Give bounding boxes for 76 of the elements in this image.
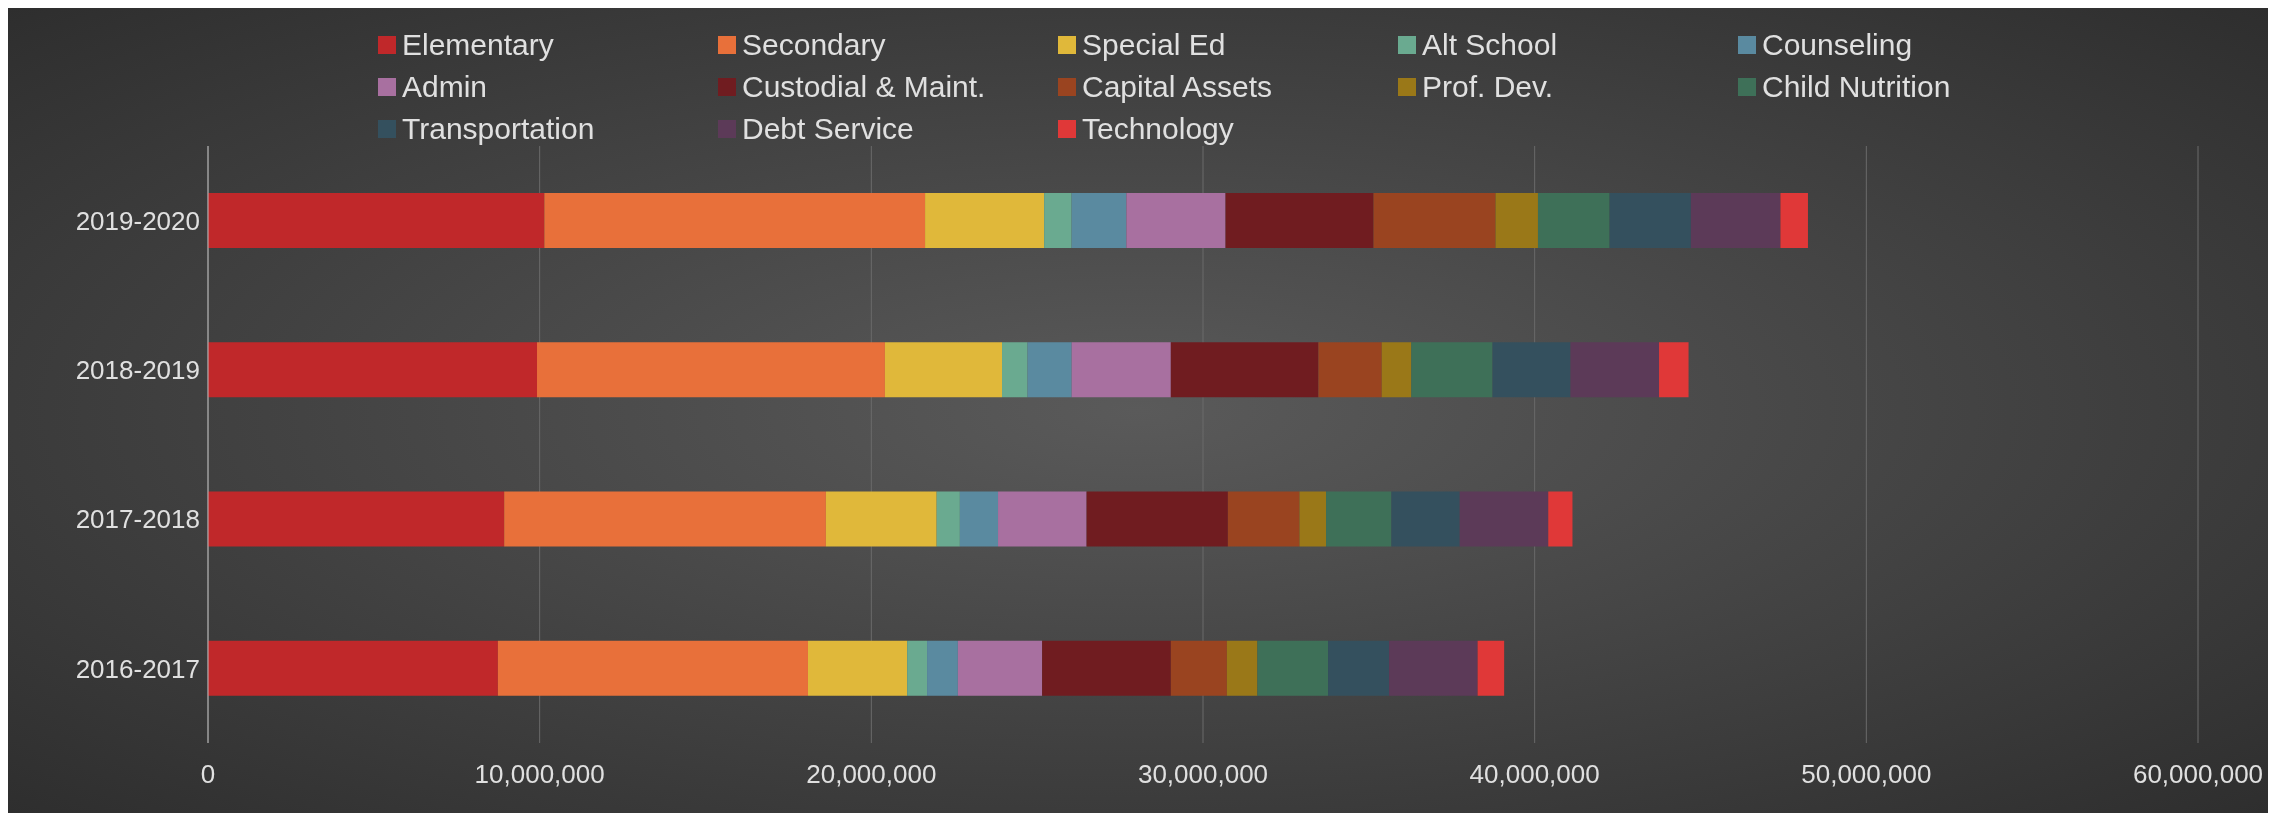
legend-label: Prof. Dev.: [1422, 70, 1554, 104]
legend-label: Capital Assets: [1082, 70, 1273, 104]
bar: [1299, 491, 1327, 547]
bar: [957, 640, 1043, 696]
bar: [208, 640, 498, 696]
bar: [907, 640, 928, 696]
bar: [1086, 491, 1228, 547]
bar: [1411, 342, 1493, 398]
x-tick-label: 20,000,000: [806, 759, 937, 790]
bar: [208, 491, 505, 547]
bar: [1373, 193, 1496, 248]
bar: [537, 342, 885, 398]
bar: [504, 491, 826, 547]
bar: [1044, 193, 1072, 248]
bar: [925, 193, 1045, 248]
bar: [1318, 342, 1382, 398]
bar: [936, 491, 960, 547]
bar: [1126, 193, 1226, 248]
bar: [1548, 491, 1573, 547]
legend-label: Technology: [1082, 112, 1234, 146]
bar: [1659, 342, 1689, 398]
bar: [1609, 193, 1691, 248]
y-tick-label: 2018-2019: [75, 355, 200, 386]
bar: [927, 640, 958, 696]
x-tick-label: 0: [200, 759, 216, 790]
bar: [825, 491, 937, 547]
legend-label: Admin: [402, 70, 488, 104]
bar: [1326, 491, 1392, 547]
bar: [1170, 640, 1227, 696]
bar: [1257, 640, 1329, 696]
legend-label: Transportation: [402, 112, 595, 146]
bar: [497, 640, 808, 696]
x-tick-label: 30,000,000: [1137, 759, 1269, 790]
bar: [1227, 491, 1300, 547]
bar: [1071, 342, 1171, 398]
legend-label: Secondary: [742, 28, 886, 62]
bar: [1071, 193, 1127, 248]
y-tick-label: 2017-2018: [75, 504, 200, 535]
bar: [959, 491, 999, 547]
legend-label: Child Nutrition: [1762, 70, 1951, 104]
bar: [1391, 491, 1460, 547]
bar: [1537, 193, 1610, 248]
bar: [884, 342, 1003, 398]
bar: [1389, 640, 1478, 696]
bar: [1495, 193, 1538, 248]
bar: [1492, 342, 1571, 398]
legend-label: Special Ed: [1082, 28, 1226, 62]
bar: [1780, 193, 1808, 248]
bar: [1690, 193, 1781, 248]
bar: [208, 193, 545, 248]
bar: [1002, 342, 1028, 398]
bar: [1226, 640, 1258, 696]
bar: [1459, 491, 1549, 547]
legend-label: Alt School: [1422, 28, 1558, 62]
y-tick-label: 2019-2020: [75, 205, 200, 236]
x-tick-label: 50,000,000: [1801, 759, 1932, 790]
bar: [807, 640, 908, 696]
bar: [1328, 640, 1390, 696]
bar: [1570, 342, 1660, 398]
bar: [1042, 640, 1171, 696]
x-tick-label: 10,000,000: [474, 759, 605, 790]
bar: [1381, 342, 1412, 398]
legend-label: Debt Service: [742, 112, 914, 146]
legend-label: Custodial & Maint.: [742, 70, 986, 104]
legend-label: Counseling: [1762, 28, 1913, 62]
legend-label: Elementary: [402, 28, 554, 62]
bar: [544, 193, 926, 248]
bar: [208, 342, 538, 398]
bar: [1170, 342, 1319, 398]
bar: [1027, 342, 1072, 398]
x-tick-label: 60,000,000: [2132, 759, 2264, 790]
bar: [1225, 193, 1374, 248]
x-tick-label: 40,000,000: [1469, 759, 1600, 790]
y-tick-label: 2016-2017: [75, 653, 200, 684]
bar: [1477, 640, 1505, 696]
bar: [998, 491, 1087, 547]
